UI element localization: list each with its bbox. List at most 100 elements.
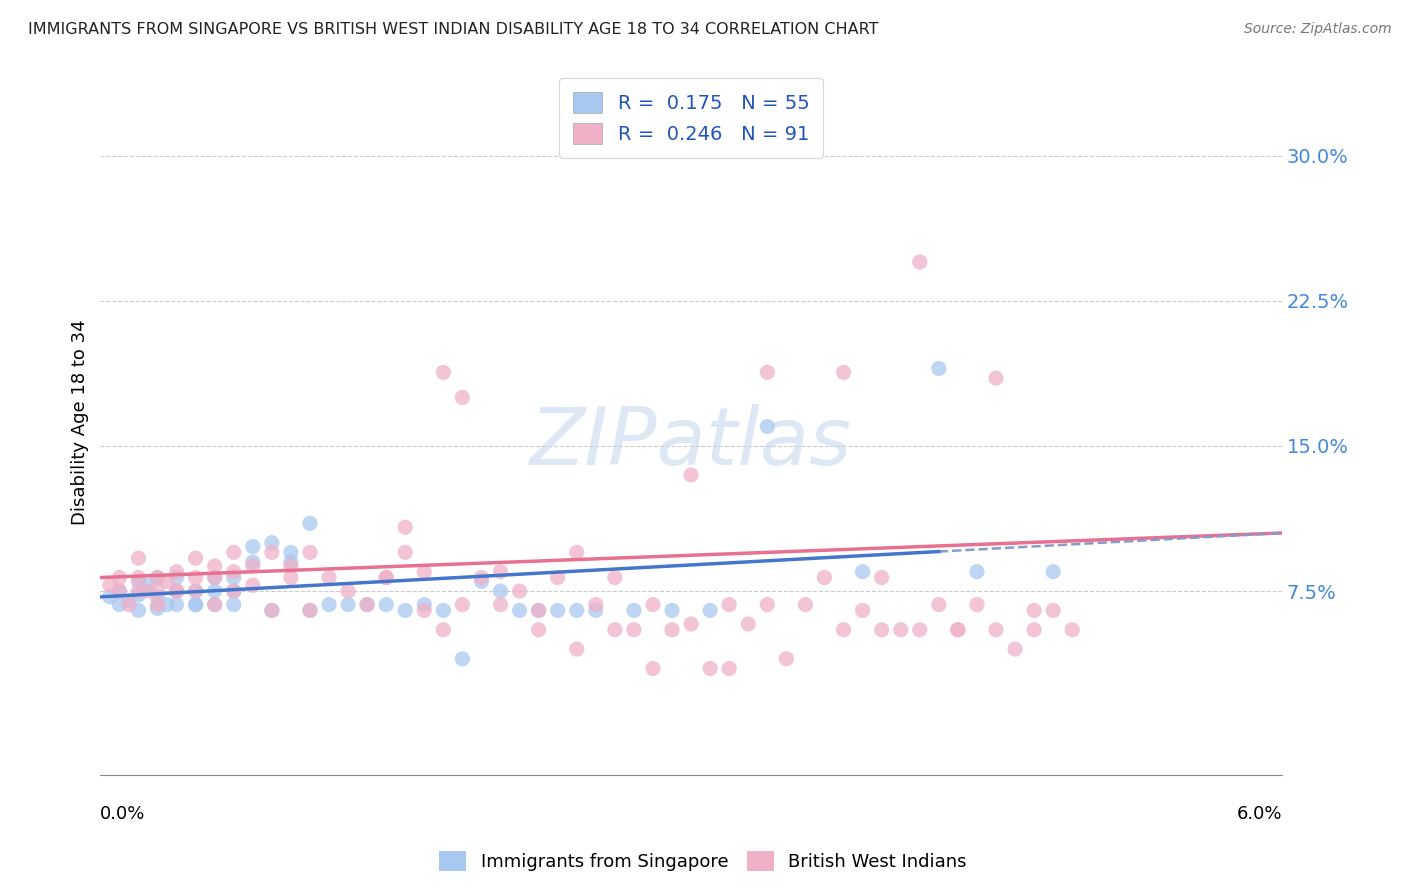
Point: [242, 578, 264, 592]
Point: [413, 565, 436, 579]
Point: [413, 598, 436, 612]
Point: [432, 623, 454, 637]
Text: 0.0%: 0.0%: [100, 805, 146, 823]
Point: [794, 598, 817, 612]
Point: [204, 598, 226, 612]
Point: [432, 365, 454, 379]
Point: [108, 584, 131, 599]
Point: [298, 603, 321, 617]
Point: [146, 584, 169, 599]
Point: [260, 603, 283, 617]
Point: [204, 584, 226, 599]
Point: [166, 584, 188, 599]
Point: [565, 603, 588, 617]
Point: [928, 598, 950, 612]
Point: [222, 584, 245, 599]
Y-axis label: Disability Age 18 to 34: Disability Age 18 to 34: [72, 319, 89, 524]
Point: [489, 598, 512, 612]
Point: [681, 617, 703, 632]
Point: [184, 598, 207, 612]
Point: [946, 623, 969, 637]
Point: [527, 623, 550, 637]
Point: [699, 603, 721, 617]
Point: [204, 570, 226, 584]
Point: [1062, 623, 1084, 637]
Point: [718, 598, 741, 612]
Point: [870, 623, 893, 637]
Point: [108, 584, 131, 599]
Point: [318, 598, 340, 612]
Point: [375, 570, 398, 584]
Point: [298, 545, 321, 559]
Point: [222, 570, 245, 584]
Point: [681, 467, 703, 482]
Point: [260, 603, 283, 617]
Point: [118, 598, 141, 612]
Legend: Immigrants from Singapore, British West Indians: Immigrants from Singapore, British West …: [432, 844, 974, 879]
Point: [127, 588, 149, 602]
Point: [242, 540, 264, 554]
Point: [166, 584, 188, 599]
Text: Source: ZipAtlas.com: Source: ZipAtlas.com: [1244, 22, 1392, 37]
Point: [337, 584, 360, 599]
Point: [280, 545, 302, 559]
Point: [509, 584, 531, 599]
Point: [242, 558, 264, 573]
Point: [908, 623, 931, 637]
Point: [394, 603, 416, 617]
Point: [489, 584, 512, 599]
Point: [204, 570, 226, 584]
Point: [280, 570, 302, 584]
Point: [585, 598, 607, 612]
Point: [413, 603, 436, 617]
Legend: R =  0.175   N = 55, R =  0.246   N = 91: R = 0.175 N = 55, R = 0.246 N = 91: [560, 78, 823, 158]
Point: [298, 603, 321, 617]
Point: [127, 551, 149, 566]
Point: [280, 558, 302, 573]
Point: [984, 623, 1007, 637]
Point: [756, 598, 779, 612]
Point: [146, 570, 169, 584]
Point: [184, 551, 207, 566]
Point: [166, 565, 188, 579]
Point: [98, 578, 121, 592]
Point: [966, 598, 988, 612]
Point: [756, 365, 779, 379]
Point: [156, 598, 179, 612]
Point: [661, 603, 683, 617]
Point: [337, 598, 360, 612]
Point: [661, 623, 683, 637]
Point: [108, 570, 131, 584]
Point: [204, 558, 226, 573]
Point: [298, 516, 321, 531]
Point: [146, 601, 169, 615]
Point: [127, 574, 149, 589]
Point: [166, 598, 188, 612]
Point: [603, 570, 626, 584]
Point: [832, 623, 855, 637]
Point: [890, 623, 912, 637]
Point: [356, 598, 378, 612]
Point: [222, 598, 245, 612]
Point: [470, 574, 492, 589]
Point: [1042, 565, 1064, 579]
Point: [136, 584, 159, 599]
Point: [737, 617, 759, 632]
Point: [966, 565, 988, 579]
Point: [222, 565, 245, 579]
Point: [432, 603, 454, 617]
Point: [146, 570, 169, 584]
Point: [585, 603, 607, 617]
Point: [146, 598, 169, 612]
Point: [908, 255, 931, 269]
Point: [623, 603, 645, 617]
Text: IMMIGRANTS FROM SINGAPORE VS BRITISH WEST INDIAN DISABILITY AGE 18 TO 34 CORRELA: IMMIGRANTS FROM SINGAPORE VS BRITISH WES…: [28, 22, 879, 37]
Point: [108, 598, 131, 612]
Point: [222, 545, 245, 559]
Point: [603, 623, 626, 637]
Point: [984, 371, 1007, 385]
Point: [1022, 603, 1045, 617]
Point: [718, 661, 741, 675]
Point: [127, 584, 149, 599]
Point: [156, 574, 179, 589]
